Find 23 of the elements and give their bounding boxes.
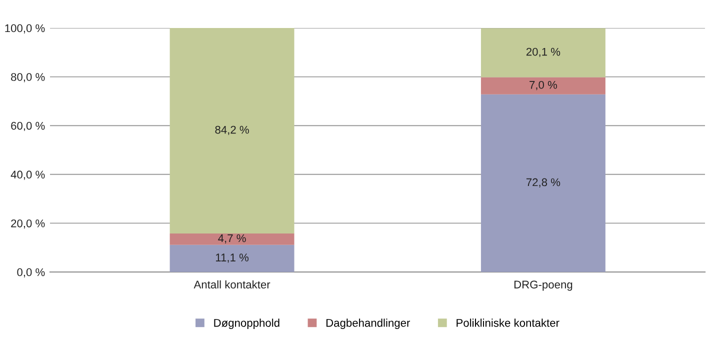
y-tick-label: 100,0 % bbox=[5, 24, 45, 34]
bar bbox=[170, 28, 294, 234]
data-label: 7,0 % bbox=[530, 80, 558, 90]
legend-label: Døgnopphold bbox=[214, 318, 280, 330]
data-label: 20,1 % bbox=[526, 48, 560, 58]
y-tick-label: 20,0 % bbox=[11, 219, 45, 229]
x-tick-label: DRG-poeng bbox=[514, 280, 572, 291]
x-tick-label: Antall kontakter bbox=[194, 280, 270, 288]
legend-label: Dagbehandlinger bbox=[326, 318, 410, 330]
y-tick-label: 60,0 % bbox=[11, 122, 45, 132]
data-label: 72,8 % bbox=[526, 178, 560, 188]
bar bbox=[170, 233, 294, 245]
bar bbox=[170, 244, 294, 272]
y-tick-label: 0,0 % bbox=[17, 268, 45, 278]
y-tick-label: 80,0 % bbox=[11, 73, 45, 82]
bar bbox=[480, 77, 606, 94]
y-tick-label: 40,0 % bbox=[10, 170, 45, 180]
data-label: 11,1 % bbox=[216, 254, 249, 263]
data-label: 84,2 % bbox=[215, 126, 249, 136]
bar bbox=[480, 28, 606, 78]
bar bbox=[480, 94, 606, 272]
data-label: 4,7 % bbox=[218, 234, 246, 244]
legend-label: Polikliniske kontakter bbox=[456, 318, 560, 327]
